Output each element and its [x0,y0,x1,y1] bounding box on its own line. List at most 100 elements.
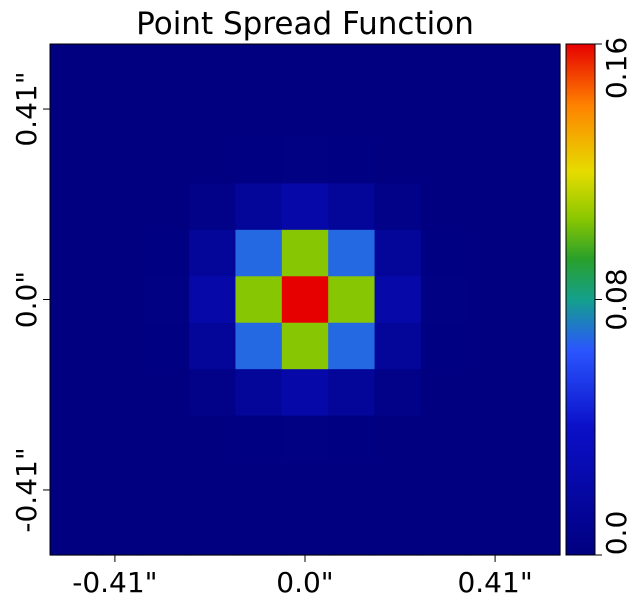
heatmap-cell [142,462,190,510]
heatmap-cell [420,462,468,510]
heatmap-cell [467,508,515,556]
heatmap-cell [235,462,283,510]
heatmap-cell [142,229,190,277]
heatmap-cell [50,508,97,556]
chart-title: Point Spread Function [136,6,474,42]
heatmap-cell [50,369,97,417]
heatmap-cell [142,276,190,324]
heatmap-cell [374,229,422,277]
heatmap-cell [189,369,237,417]
heatmap-cell [513,276,561,324]
heatmap-cell [281,508,329,556]
heatmap-cell [235,136,283,184]
heatmap-cell [142,136,190,184]
heatmap-cell [467,229,515,277]
heatmap-cell [513,369,561,417]
heatmap-cell [50,276,97,324]
heatmap-cell [328,322,376,370]
heatmap-cell [50,44,97,92]
heatmap-cell [281,44,329,92]
heatmap-cell [142,415,190,463]
heatmap-cell [50,415,97,463]
heatmap-cell [513,229,561,277]
colorbar [565,43,596,556]
heatmap-cell [328,462,376,510]
heatmap-cell [142,508,190,556]
heatmap-cell [374,462,422,510]
heatmap-cell [281,415,329,463]
heatmap-cell [142,183,190,231]
heatmap-cell [50,136,97,184]
heatmap-cell [96,229,144,277]
heatmap-cell [189,44,237,92]
heatmap-cell [189,462,237,510]
colorbar-tick-label: 0.08 [600,268,633,330]
heatmap-cell [50,322,97,370]
heatmap-cell [50,229,97,277]
x-tick-label: 0.41" [457,566,532,599]
heatmap-cell [420,90,468,138]
heatmap-cell [189,276,237,324]
heatmap-cell [281,322,329,370]
heatmap-cell [513,508,561,556]
heatmap-cell [96,322,144,370]
heatmap-cell [420,322,468,370]
heatmap-cell [235,90,283,138]
heatmap-cell [467,90,515,138]
heatmap-cell [189,508,237,556]
heatmap-cell [281,183,329,231]
heatmap-cell [189,183,237,231]
heatmap-cell [467,415,515,463]
heatmap-cell [374,183,422,231]
heatmap-cell [189,415,237,463]
heatmap-cell [374,44,422,92]
heatmap-cell [374,369,422,417]
heatmap-cell [513,183,561,231]
heatmap-cells [50,44,561,556]
heatmap-cell [281,90,329,138]
heatmap-cell [96,415,144,463]
heatmap-cell [328,369,376,417]
heatmap-cell [235,415,283,463]
heatmap-cell [420,369,468,417]
heatmap-cell [281,136,329,184]
heatmap-cell [374,508,422,556]
heatmap-cell [374,276,422,324]
y-axis-ticks: -0.41" 0.0" 0.41" [10,71,50,533]
y-tick-label: 0.0" [10,271,43,328]
heatmap-cell [513,322,561,370]
x-tick-label: -0.41" [72,566,157,599]
colorbar-tick-label: 0.16 [600,37,633,99]
colorbar-ticks: 0.0 0.08 0.16 [595,37,633,556]
heatmap-cell [467,183,515,231]
heatmap-cell [142,44,190,92]
heatmap-cell [513,136,561,184]
heatmap-cell [189,136,237,184]
heatmap-cell [328,415,376,463]
heatmap-cell [281,462,329,510]
heatmap-cell [50,90,97,138]
heatmap-cell [420,44,468,92]
heatmap-cell [328,183,376,231]
heatmap-cell [420,229,468,277]
x-axis-ticks: -0.41" 0.0" 0.41" [72,555,533,599]
heatmap-cell [235,229,283,277]
heatmap-cell [467,136,515,184]
heatmap-cell [374,90,422,138]
heatmap-cell [96,136,144,184]
heatmap-cell [50,462,97,510]
heatmap-cell [420,276,468,324]
heatmap-cell [189,229,237,277]
heatmap-cell [235,276,283,324]
heatmap-cell [189,90,237,138]
heatmap-cell [328,90,376,138]
heatmap-cell [96,369,144,417]
heatmap-cell [374,136,422,184]
heatmap-cell [142,90,190,138]
heatmap-cell [142,369,190,417]
y-tick-label: -0.41" [10,447,43,532]
heatmap-cell [96,276,144,324]
heatmap-cell [281,229,329,277]
heatmap-cell [513,44,561,92]
